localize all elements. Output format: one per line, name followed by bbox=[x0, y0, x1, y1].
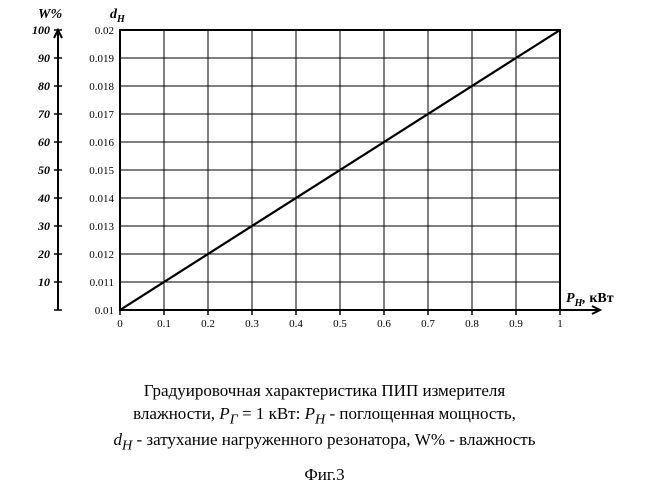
svg-text:70: 70 bbox=[38, 107, 50, 121]
svg-text:0.01: 0.01 bbox=[95, 305, 114, 317]
svg-text:0.8: 0.8 bbox=[465, 318, 479, 330]
svg-text:0.014: 0.014 bbox=[89, 193, 114, 205]
svg-text:0.7: 0.7 bbox=[421, 318, 435, 330]
svg-text:0.2: 0.2 bbox=[201, 318, 215, 330]
chart-area: 0 0.1 0.2 0.3 0.4 0.5 0.6 0.7 0.8 0.9 1 0.01 0.011 0.… bbox=[0, 0, 649, 380]
svg-text:0.012: 0.012 bbox=[89, 249, 114, 261]
svg-text:0.016: 0.016 bbox=[89, 137, 114, 149]
svg-text:90: 90 bbox=[38, 51, 50, 65]
figure-caption: Градуировочная характеристика ПИП измери… bbox=[40, 380, 609, 456]
svg-text:30: 30 bbox=[37, 219, 50, 233]
svg-text:0.02: 0.02 bbox=[95, 25, 114, 37]
figure-number: Фиг.3 bbox=[0, 465, 649, 485]
figure-number-text: Фиг.3 bbox=[304, 465, 344, 484]
svg-text:0.3: 0.3 bbox=[245, 318, 259, 330]
svg-text:W%: W% bbox=[38, 7, 62, 22]
svg-text:0.017: 0.017 bbox=[89, 109, 114, 121]
caption-line2: влажности, PГ = 1 кВт: PH - поглощенная … bbox=[133, 404, 516, 423]
svg-text:PH, кВт: PH, кВт bbox=[566, 291, 614, 309]
svg-text:0.6: 0.6 bbox=[377, 318, 391, 330]
svg-text:dH: dH bbox=[110, 7, 126, 25]
svg-text:60: 60 bbox=[38, 135, 50, 149]
svg-text:0.011: 0.011 bbox=[90, 277, 114, 289]
calibration-chart: 0 0.1 0.2 0.3 0.4 0.5 0.6 0.7 0.8 0.9 1 0.01 0.011 0.… bbox=[0, 0, 649, 380]
svg-text:100: 100 bbox=[32, 23, 50, 37]
svg-text:0.1: 0.1 bbox=[157, 318, 171, 330]
caption-line3: dH - затухание нагруженного резонатора, … bbox=[114, 430, 536, 449]
svg-text:1: 1 bbox=[557, 318, 563, 330]
caption-line1: Градуировочная характеристика ПИП измери… bbox=[144, 381, 505, 400]
svg-text:20: 20 bbox=[37, 247, 50, 261]
page: 0 0.1 0.2 0.3 0.4 0.5 0.6 0.7 0.8 0.9 1 0.01 0.011 0.… bbox=[0, 0, 649, 500]
svg-text:80: 80 bbox=[38, 79, 50, 93]
svg-text:0.5: 0.5 bbox=[333, 318, 347, 330]
svg-text:0.9: 0.9 bbox=[509, 318, 523, 330]
svg-text:0.015: 0.015 bbox=[89, 165, 114, 177]
svg-text:0.4: 0.4 bbox=[289, 318, 303, 330]
svg-text:0.013: 0.013 bbox=[89, 221, 114, 233]
svg-text:0.018: 0.018 bbox=[89, 81, 114, 93]
svg-text:0.019: 0.019 bbox=[89, 53, 114, 65]
svg-text:40: 40 bbox=[37, 191, 50, 205]
svg-text:0: 0 bbox=[117, 318, 123, 330]
svg-text:10: 10 bbox=[38, 275, 50, 289]
svg-text:50: 50 bbox=[38, 163, 50, 177]
